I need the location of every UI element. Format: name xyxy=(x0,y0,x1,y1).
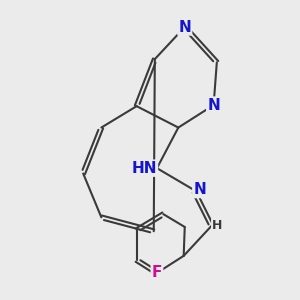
Text: HN: HN xyxy=(131,161,157,176)
Text: F: F xyxy=(152,266,162,280)
Text: N: N xyxy=(178,20,191,34)
Text: N: N xyxy=(193,182,206,197)
Text: N: N xyxy=(207,98,220,112)
Text: H: H xyxy=(212,219,222,232)
